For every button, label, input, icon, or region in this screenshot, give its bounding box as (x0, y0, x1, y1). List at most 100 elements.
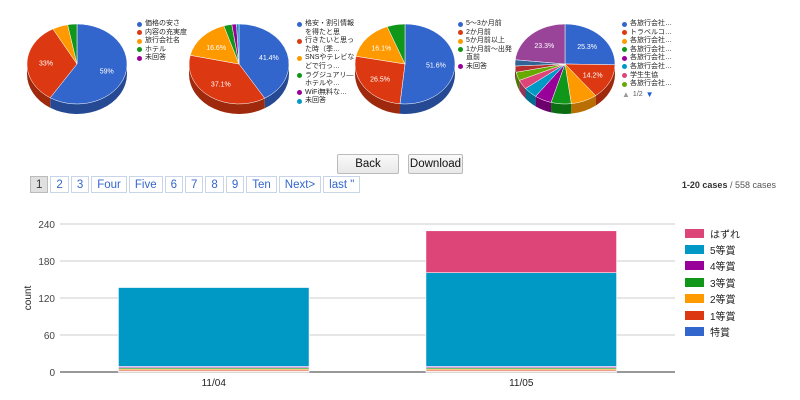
pie-svg: 51.6% 26.5% 16.1% (354, 23, 456, 114)
case-total: 558 cases (734, 180, 776, 190)
page-link[interactable]: 7 (185, 176, 204, 193)
pie-slice-side (571, 95, 596, 114)
pie-legend-label: 各旅行会社… (630, 62, 672, 70)
pie-legend-label: 各旅行会社… (630, 20, 672, 27)
pie-slice-side (519, 80, 526, 99)
pie-slice-side (525, 88, 536, 107)
legend-swatch-icon (685, 228, 704, 238)
pie-slice (188, 54, 266, 105)
pie-legend-item: 各旅行会社… (622, 37, 680, 46)
pie-legend-item: WiFi無料な… (297, 89, 355, 98)
pie-slice (67, 23, 78, 65)
pie-slice (238, 23, 290, 99)
pie-legend-item: 未回答 (297, 97, 355, 106)
y-tick-label: 180 (38, 257, 55, 268)
pie-legend: 5～3か月前 2か月前 5か月前以上 1か月前～出発直前 未回答 (458, 20, 516, 72)
bar-legend-item: 2等賞 (685, 291, 740, 307)
pie-legend-label: ホテル (145, 45, 166, 53)
legend-dot-icon (622, 47, 627, 53)
pie-slice-label: 25.3% (577, 44, 597, 51)
pie-legend-item: SNSやテレビなどで行っ… (297, 54, 355, 71)
back-button[interactable]: Back (337, 154, 399, 174)
pie-legend-item: トラベルコ… (622, 29, 680, 38)
pie-legend: 各旅行会社… トラベルコ… 各旅行会社… 各旅行会社… 各旅行会社… 各旅行会社… 学生生協… (622, 20, 680, 99)
legend-dot-icon (622, 30, 627, 36)
legend-page-label: 1/2 (632, 90, 643, 98)
pie-legend-label: 格安・割引情報を得たと思 (305, 20, 354, 36)
pie-legend-label: 5～3か月前 (466, 20, 502, 27)
pie-svg: 25.3% 14.2% 23.3% (514, 23, 616, 115)
pie-legend-label: 旅行会社名 (145, 37, 180, 45)
legend-dot-icon (458, 21, 463, 27)
pie-legend-label: 学生生協 (630, 71, 658, 79)
stacked-bar-chart: 0 60 120 180 240 count 11/04 11/05 (23, 220, 675, 389)
bar-legend-item: 1等賞 (685, 307, 740, 323)
pie-legend-label: 1か月前～出発直前 (466, 45, 512, 62)
page-link[interactable]: 6 (164, 176, 184, 193)
pie-legend-label: WiFi無料な… (305, 88, 347, 96)
legend-dot-icon (622, 38, 627, 44)
pie-chart-4: 25.3% 14.2% 23.3% 各旅行会社… トラベルコ… 各旅行会社… 各旅行会社…… (512, 18, 697, 130)
pie-slice (354, 55, 406, 105)
pie-legend-item: 5～3か月前 (458, 20, 516, 29)
legend-dot-icon (622, 55, 627, 61)
pie-svg: 59% 33% (26, 23, 128, 114)
page-link[interactable]: 8 (205, 176, 224, 193)
legend-swatch-icon (685, 277, 704, 287)
legend-swatch-icon (685, 261, 704, 271)
legend-dot-icon (458, 38, 463, 44)
y-tick-label: 240 (38, 220, 55, 231)
pie-slice-label: 16.1% (371, 46, 391, 53)
page-link[interactable]: last " (323, 176, 361, 193)
pie-legend-label: 各旅行会社… (630, 37, 672, 45)
pie-legend-item: 内容の充実度 (137, 29, 195, 38)
page-link[interactable]: Ten (246, 176, 277, 193)
bar-legend-item: 3等賞 (685, 274, 740, 290)
page-link[interactable]: Five (128, 176, 163, 193)
pie-slice (386, 23, 406, 65)
pie-slice-side (595, 64, 615, 106)
legend-dot-icon (458, 30, 463, 36)
legend-dot-icon (297, 98, 302, 104)
pie-legend-label: 行きたいと思った時（季… (305, 37, 354, 53)
page-link[interactable]: 9 (225, 176, 245, 193)
download-button[interactable]: Download (408, 154, 463, 174)
triangle-down-icon[interactable]: ▼ (645, 89, 654, 99)
pie-legend-item: 1か月前～出発直前 (458, 46, 516, 63)
pie-legend-item: 5か月前以上 (458, 37, 516, 46)
pie-legend-item: ホテル (137, 46, 195, 55)
bar-legend-label: はずれ (710, 229, 740, 241)
page-link[interactable]: Next> (278, 176, 322, 193)
pie-legend-item: 価格の安さ (137, 20, 195, 29)
legend-swatch-icon (685, 245, 704, 255)
y-tick-label: 60 (44, 331, 56, 342)
pie-legend-item: 各旅行会社… (622, 63, 680, 72)
bar-legend-item: はずれ (685, 225, 740, 241)
pie-slice-side (515, 66, 517, 83)
pie-slice-side (551, 102, 572, 115)
pie-slice (564, 23, 616, 66)
bar-legend-label: 5等賞 (710, 246, 736, 258)
pie-legend: 格安・割引情報を得たと思 行きたいと思った時（季… SNSやテレビなどで行っ… ラグジ… (297, 20, 355, 106)
pie-legend-label: 未回答 (305, 97, 326, 105)
pie-legend-label: 各旅行会社… (630, 45, 672, 53)
pie-slice-label: 51.6% (426, 63, 446, 70)
pie-legend-label: 各旅行会社… (630, 80, 672, 88)
page-link[interactable]: 2 (50, 176, 69, 193)
pie-slice (236, 23, 240, 65)
page-link[interactable]: 3 (70, 176, 90, 193)
pie-legend-item: 2か月前 (458, 29, 516, 38)
pie-legend-label: トラベルコ… (630, 28, 672, 36)
case-range: 1-20 cases (681, 180, 728, 190)
pie-slice-label: 33% (39, 61, 53, 68)
pie-legend-label: ラグジュアリ―ホテルや… (305, 71, 354, 88)
pie-legend-item: 学生生協 (622, 72, 680, 81)
page-link[interactable]: Four (91, 176, 127, 193)
bar-segment (425, 230, 617, 274)
triangle-up-icon[interactable]: ▲ (622, 89, 630, 99)
page-link[interactable]: 1 (30, 176, 49, 193)
legend-dot-icon (297, 73, 302, 79)
pie-legend-label: SNSやテレビなどで行っ… (305, 54, 355, 70)
pie-slice (49, 23, 128, 105)
pie-slice-label: 14.2% (583, 73, 603, 80)
